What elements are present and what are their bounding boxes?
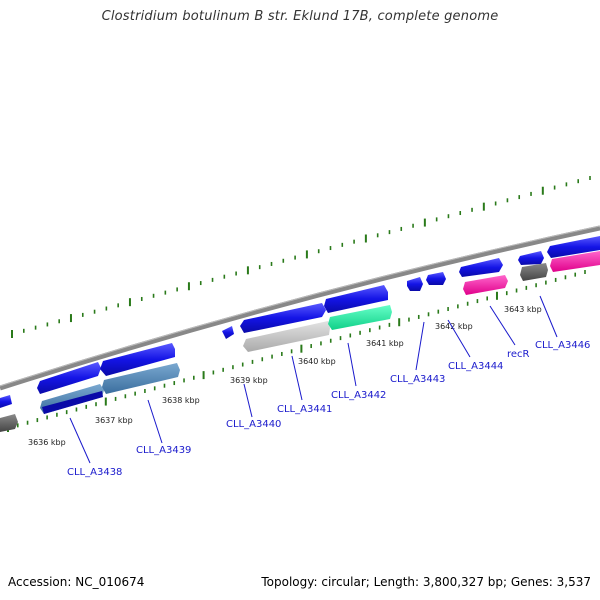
reverse-genes [0,251,600,432]
gene-label-cll-a3444[interactable]: CLL_A3444 [448,361,503,372]
outer-tick-row [11,176,591,338]
gene-arrow[interactable] [100,343,175,376]
forward-genes [0,236,600,408]
gene-arrow[interactable] [459,258,503,277]
kbp-label: 3638 kbp [162,396,200,405]
genome-summary-text: Topology: circular; Length: 3,800,327 bp… [261,575,591,589]
gene-arrow[interactable] [550,251,600,272]
gene-arrow[interactable] [520,263,548,281]
gene-arrow[interactable] [407,277,423,291]
label-connectors [69,295,558,464]
gene-arrow[interactable] [102,363,180,394]
kbp-labels: 3636 kbp 3637 kbp 3638 kbp 3639 kbp 3640… [28,305,542,447]
kbp-label: 3637 kbp [95,416,133,425]
gene-labels: CLL_A3438 CLL_A3439 CLL_A3440 CLL_A3441 … [67,340,590,478]
gene-arrow[interactable] [463,275,508,295]
kbp-label: 3639 kbp [230,376,268,385]
gene-label-cll-a3442[interactable]: CLL_A3442 [331,390,386,401]
gene-arrow[interactable] [42,391,103,414]
gene-arrow[interactable] [0,414,18,432]
gene-arrow[interactable] [243,321,330,352]
gene-label-cll-a3439[interactable]: CLL_A3439 [136,445,191,456]
gene-label-cll-a3438[interactable]: CLL_A3438 [67,467,122,478]
gene-arrow[interactable] [37,362,101,394]
gene-label-cll-a3446[interactable]: CLL_A3446 [535,340,590,351]
kbp-label: 3642 kbp [435,322,473,331]
kbp-label: 3640 kbp [298,357,336,366]
gene-label-cll-a3440[interactable]: CLL_A3440 [226,419,281,430]
accession-text: Accession: NC_010674 [8,575,145,589]
gene-arrow[interactable] [222,326,234,339]
kbp-label: 3636 kbp [28,438,66,447]
gene-arrow[interactable] [0,395,12,408]
inner-tick-row [7,270,586,432]
gene-arrow[interactable] [547,236,600,258]
gene-arrow[interactable] [328,305,392,330]
gene-label-cll-a3441[interactable]: CLL_A3441 [277,404,332,415]
gene-arrow[interactable] [518,251,544,265]
kbp-label: 3641 kbp [366,339,404,348]
gene-arrow[interactable] [240,303,326,333]
kbp-label: 3643 kbp [504,305,542,314]
gene-arrow[interactable] [426,272,446,285]
backbone [0,225,600,391]
gene-arrow[interactable] [324,285,388,313]
map-title: Clostridium botulinum B str. Eklund 17B,… [101,9,499,24]
gene-label-recr[interactable]: recR [507,349,530,360]
gene-label-cll-a3443[interactable]: CLL_A3443 [390,374,445,385]
